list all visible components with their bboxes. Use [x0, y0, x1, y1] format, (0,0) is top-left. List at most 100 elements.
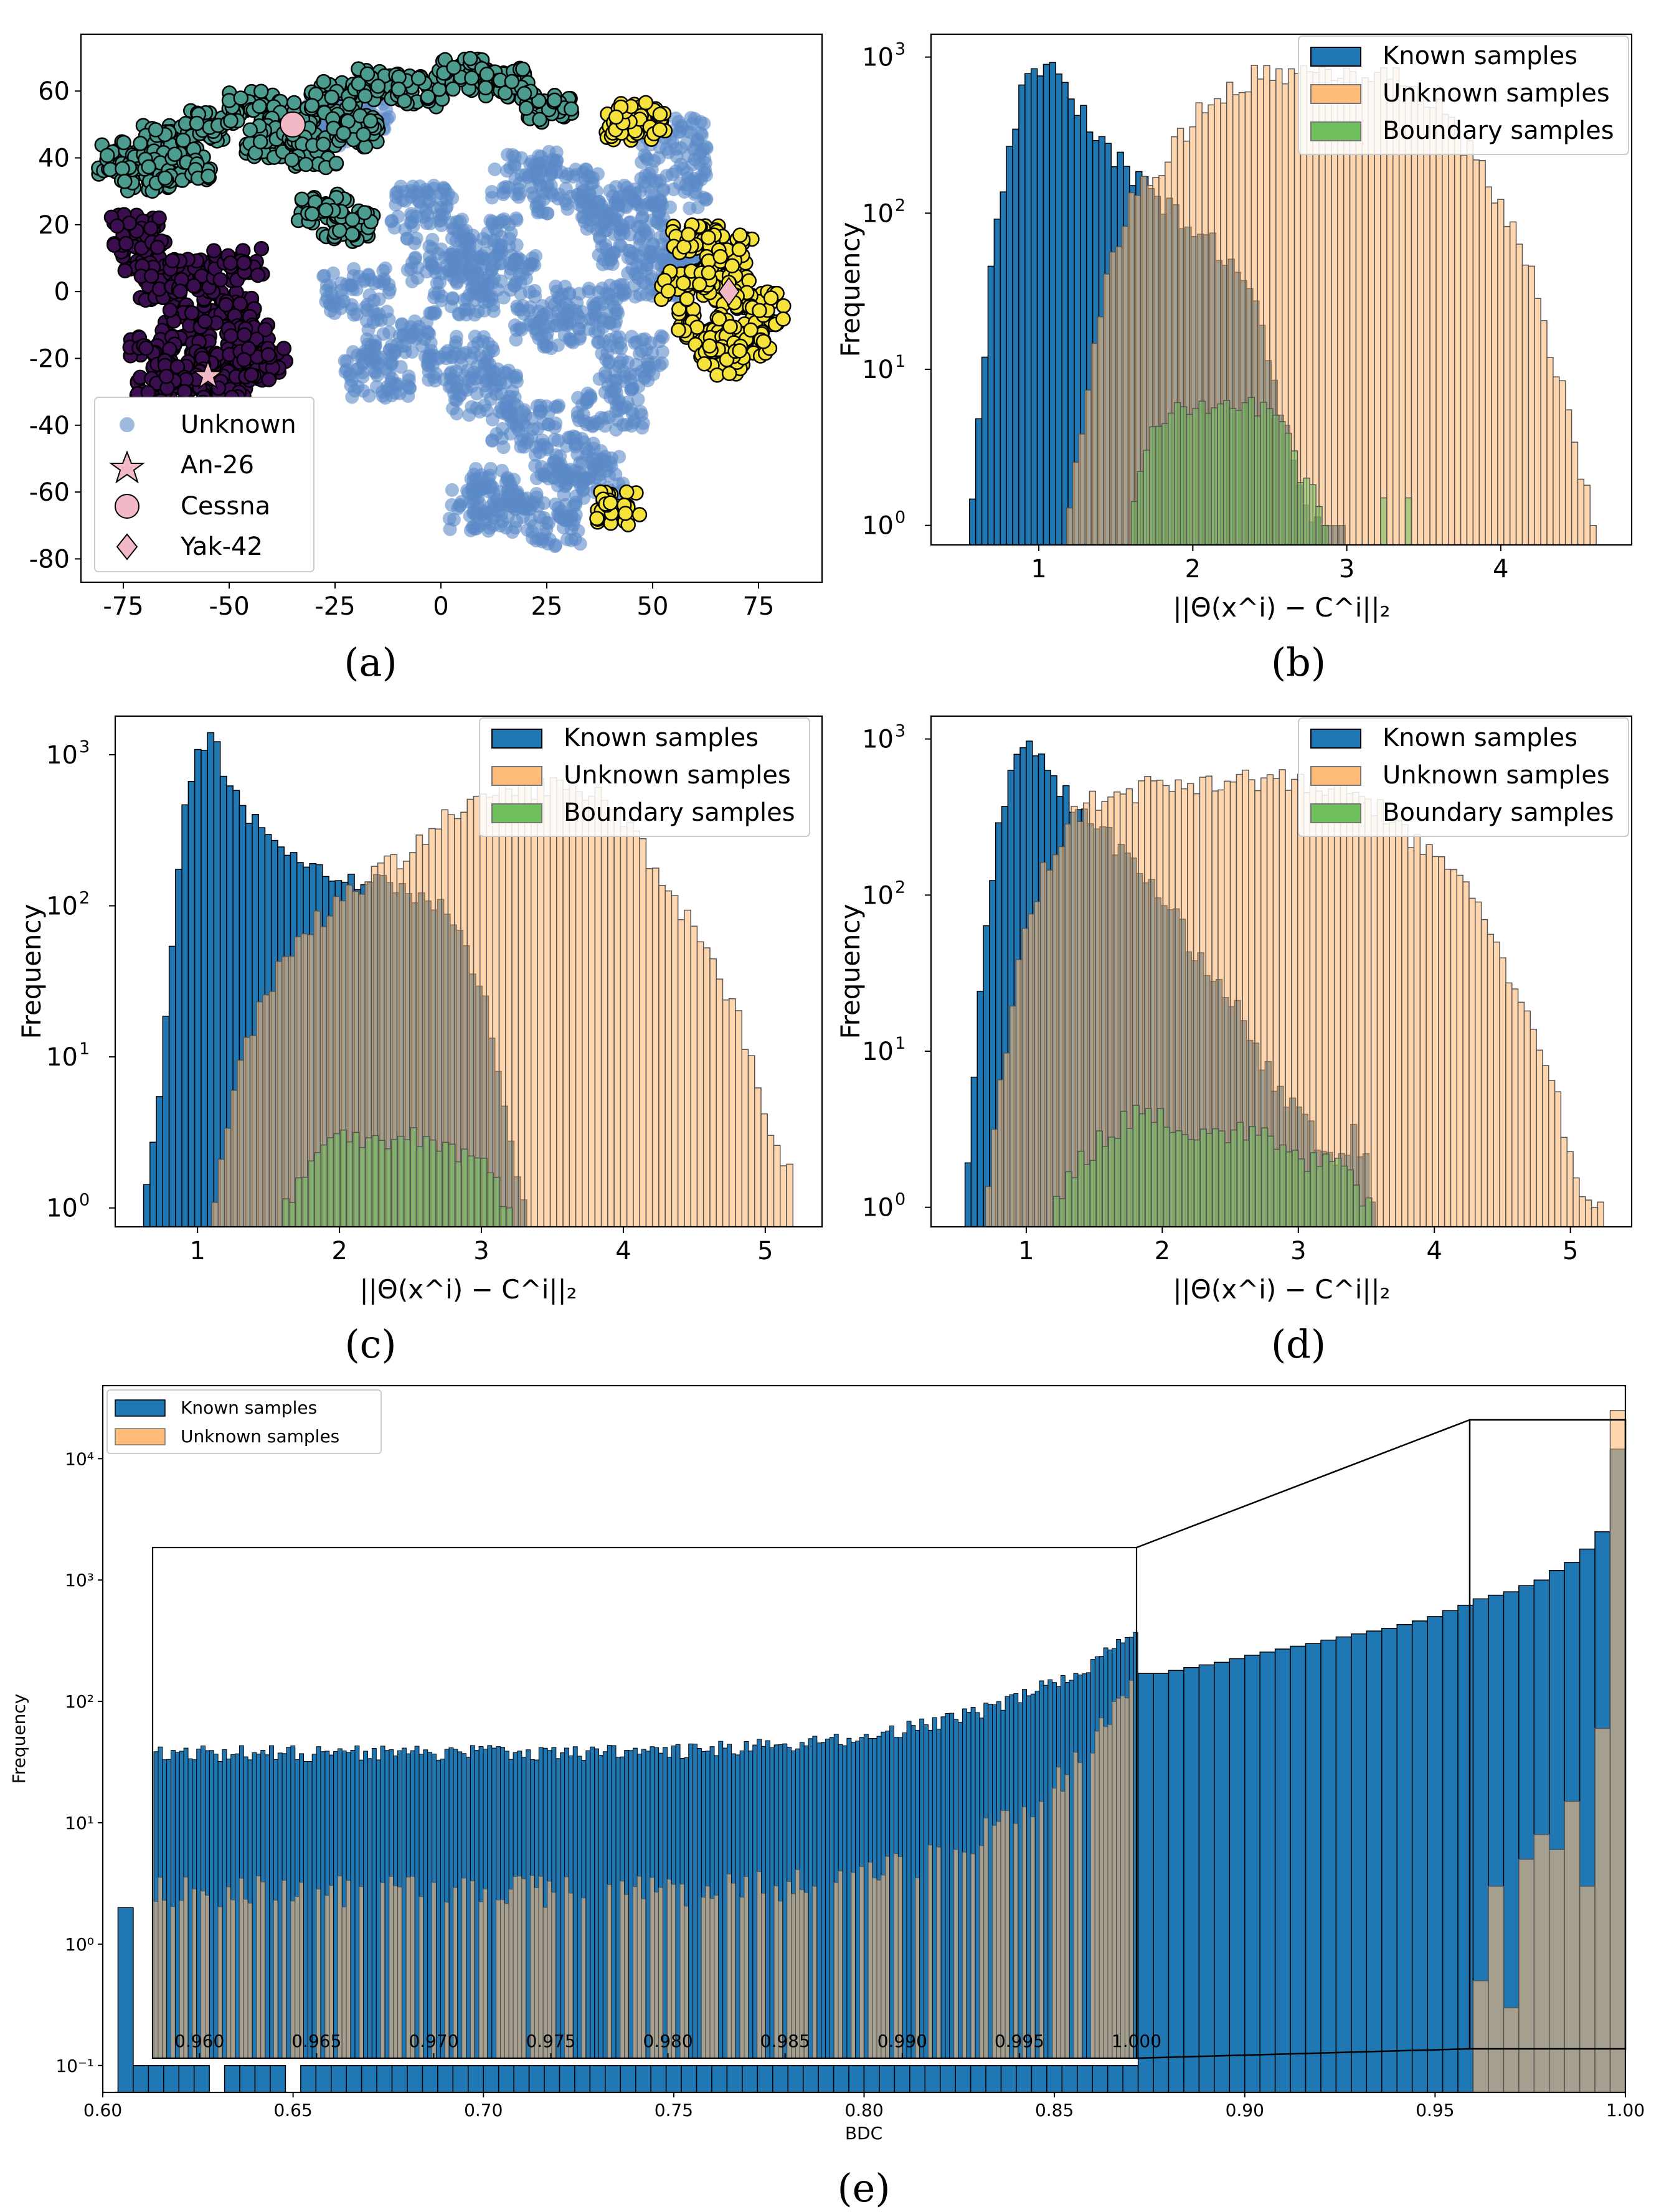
a-point-0-15-55	[485, 433, 499, 447]
c-bar-1-4	[237, 1059, 245, 1227]
e-inset-known-bar-42	[333, 1751, 338, 2059]
e-inset-unknown-bar-220	[1094, 1731, 1100, 2059]
a-point-0-13-49	[418, 182, 433, 197]
e-known-bar-18	[422, 2065, 438, 2093]
a-point-3-3-13	[776, 298, 792, 314]
a-point-1-12-33	[109, 218, 125, 234]
a-point-3-5-30	[724, 258, 740, 274]
d-bar-2-18	[1163, 1127, 1171, 1227]
b-legend-unknown-swatch	[1310, 84, 1361, 104]
c-bar-1-85	[754, 1087, 762, 1227]
e-inset-known-bar-166	[863, 1734, 869, 2059]
c-bar-1-58	[582, 800, 589, 1227]
d-bar-2-28	[1224, 1142, 1232, 1227]
a-point-0-16-47	[586, 437, 600, 451]
a-point-0-27-59	[635, 155, 649, 169]
b-bar-2-27	[1297, 482, 1305, 546]
d-bar-1-91	[1542, 1065, 1549, 1227]
e-ytick-label-1: 10⁰	[65, 1934, 94, 1955]
b-bar-1-3	[1084, 389, 1092, 546]
b-bar-0-3	[987, 265, 995, 546]
b-bar-2-3	[1149, 426, 1156, 546]
a-point-0-24-31	[599, 352, 613, 367]
a-point-0-5-38	[372, 292, 386, 306]
b-bar-1-60	[1435, 98, 1443, 546]
e-known-bar-48	[879, 2065, 896, 2093]
c-bar-1-8	[262, 994, 270, 1227]
e-inset-xtick-label-6: 0.990	[877, 2031, 927, 2051]
e-inset-unknown-bar-134	[727, 1873, 732, 2059]
e-inset-known-bar-139	[748, 1751, 754, 2059]
a-point-0-2-53	[500, 164, 514, 178]
e-known-bar-10	[300, 2065, 317, 2093]
a-point-0-24-54	[648, 356, 662, 370]
a-point-0-9-53	[539, 331, 554, 346]
e-inset-known-bar-218	[1086, 1672, 1091, 2059]
e-legend-unknown-swatch	[115, 1428, 166, 1445]
e-inset-known-bar-75	[474, 1750, 480, 2059]
d-legend-known-swatch	[1310, 729, 1361, 749]
d-bar-0-1	[970, 1076, 978, 1227]
a-point-0-0-51	[400, 263, 415, 277]
e-known-bar-34	[665, 2065, 682, 2093]
a-point-2-17-33	[318, 202, 334, 218]
c-ytick-label-0: 10	[46, 1194, 78, 1223]
c-bar-2-6	[320, 1144, 328, 1227]
a-point-3-3-34	[775, 311, 791, 327]
e-inset-known-bar-144	[769, 1747, 775, 2059]
a-point-0-25-52	[639, 262, 653, 276]
a-point-2-2-33	[189, 115, 205, 131]
a-point-0-19-43	[549, 538, 563, 552]
d-xtick-label-3: 4	[1427, 1237, 1442, 1265]
e-inset-known-bar-132	[718, 1741, 724, 2059]
d-bar-2-23	[1193, 1139, 1201, 1227]
a-xtick-label-3: 0	[433, 592, 448, 621]
e-inset-known-bar-54	[384, 1750, 390, 2059]
e-inset-unknown-bar-81	[499, 1899, 505, 2059]
a-point-0-24-13	[655, 344, 669, 359]
a-xtick-label-5: 50	[637, 592, 669, 621]
a-point-0-15-36	[531, 422, 545, 436]
e-known-bar-29	[589, 2065, 606, 2093]
a-caption: (a)	[344, 640, 397, 685]
b-bar-2-4	[1155, 425, 1163, 546]
e-known-bar-30	[605, 2065, 622, 2093]
e-inset-unknown-bar-113	[636, 1876, 642, 2059]
a-point-2-15-22	[357, 139, 374, 154]
a-point-3-7-34	[660, 283, 676, 299]
b-bar-1-67	[1478, 159, 1486, 546]
c-bar-1-46	[505, 788, 513, 1227]
d-bar-2-42	[1310, 1152, 1318, 1227]
c-bar-0-10	[207, 732, 215, 1227]
a-point-0-9-47	[557, 328, 572, 343]
e-known-bar-0	[117, 1907, 134, 2093]
e-known-bar-40	[757, 2065, 773, 2093]
d-bar-1-12	[1058, 846, 1066, 1227]
d-bar-2-36	[1273, 1148, 1281, 1227]
a-xtick-label-6: 75	[743, 592, 775, 621]
e-inset-unknown-bar-216	[1077, 1762, 1083, 2059]
d-bar-2-35	[1267, 1135, 1275, 1227]
d-bar-2-50	[1359, 1205, 1366, 1227]
e-inset-known-bar-19	[235, 1753, 240, 2059]
c-bar-2-20	[410, 1127, 418, 1227]
e-known-bar-70	[1214, 1661, 1231, 2093]
c-bar-2-19	[404, 1139, 411, 1227]
a-point-0-5-31	[326, 266, 341, 280]
c-bar-0-9	[201, 750, 208, 1227]
e-inset-known-bar-140	[752, 1744, 758, 2059]
b-bar-1-4	[1090, 343, 1098, 546]
a-point-3-11-31	[618, 506, 633, 521]
a-xtick-label-1: -50	[209, 592, 249, 621]
d-bar-2-8	[1102, 1145, 1109, 1227]
e-known-bar-45	[833, 2065, 849, 2093]
e-inset-known-bar-217	[1082, 1673, 1087, 2059]
d-xtick-label-4: 5	[1563, 1237, 1578, 1265]
d-bar-1-59	[1346, 793, 1353, 1227]
a-point-3-4-30	[689, 319, 705, 335]
a-point-0-3-57	[540, 207, 554, 221]
e-known-bar-59	[1046, 2065, 1063, 2093]
b-caption: (b)	[1271, 640, 1326, 685]
c-bar-0-11	[213, 741, 221, 1227]
